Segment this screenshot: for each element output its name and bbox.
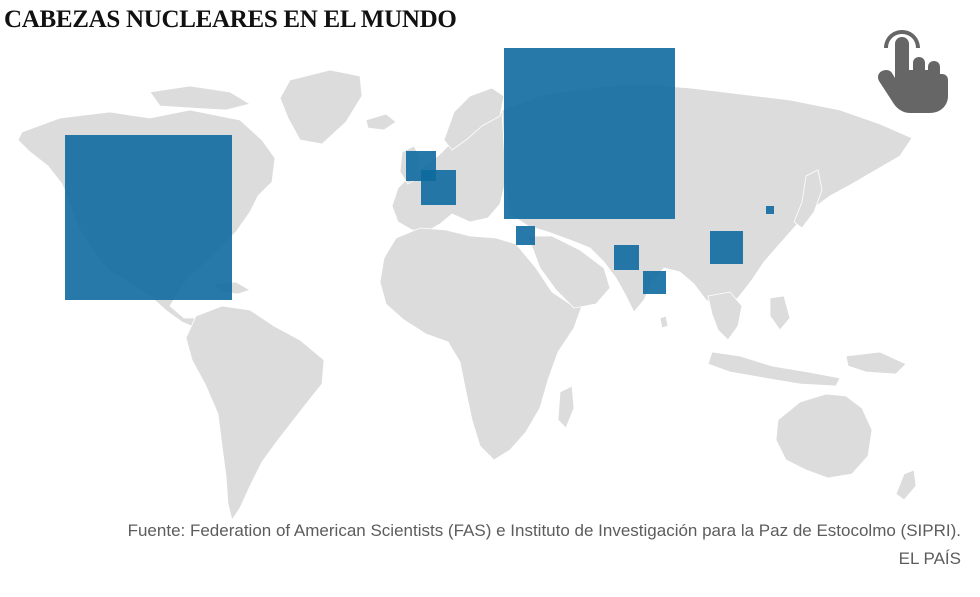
japan-landmass [793,169,823,229]
australia-landmass [775,393,873,479]
page-title: CABEZAS NUCLEARES EN EL MUNDO [4,6,457,33]
pointer-hand-icon-graphic [878,30,948,113]
pointer-hand-icon[interactable] [868,30,952,116]
warhead-markers [65,48,774,300]
china-warheads-square[interactable] [710,231,743,264]
africa-landmass [379,227,585,461]
usa-warheads-square[interactable] [65,135,232,300]
north-korea-warheads-square[interactable] [766,206,774,214]
brand-label: EL PAÍS [898,549,961,568]
source-note: Fuente: Federation of American Scientist… [127,521,961,540]
south-america-landmass [185,305,325,521]
scandinavia-landmass [443,87,505,151]
canada-islands [149,85,252,111]
france-warheads-square[interactable] [421,170,456,205]
iceland-landmass [365,113,397,131]
russia-warheads-square[interactable] [504,48,675,219]
indochina-landmass [707,291,743,341]
greenland-landmass [279,69,363,145]
sri-lanka-landmass [659,315,669,329]
madagascar-landmass [557,385,575,429]
philippines-islands [769,295,791,331]
new-guinea-landmass [845,351,907,375]
israel-warheads-square[interactable] [516,226,535,245]
indonesia-islands [707,351,841,387]
new-zealand-landmass [895,469,917,501]
arabia-landmass [527,235,611,309]
pakistan-warheads-square[interactable] [614,245,639,270]
india-warheads-square[interactable] [643,271,666,294]
